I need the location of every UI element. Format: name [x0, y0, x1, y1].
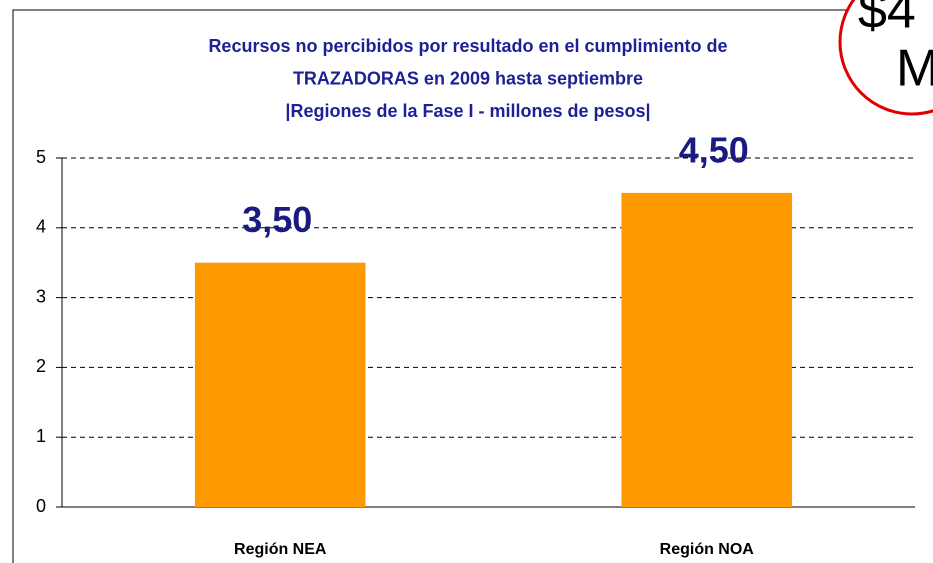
data-label: 4,50	[679, 129, 749, 170]
bar	[621, 192, 793, 507]
y-tick-label: 1	[36, 426, 46, 446]
y-tick-label: 0	[36, 496, 46, 516]
bar	[194, 262, 366, 507]
chart-border	[12, 9, 933, 563]
y-tick-label: 5	[36, 147, 46, 167]
chart-title: |Regiones de la Fase I - millones de pes…	[285, 101, 650, 121]
x-tick-label: Región NEA	[234, 541, 327, 558]
annotation: M	[896, 40, 933, 98]
chart-title: Recursos no percibidos por resultado en …	[208, 36, 727, 56]
y-tick-label: 4	[36, 217, 46, 237]
y-tick-label: 3	[36, 286, 46, 306]
chart-title: TRAZADORAS en 2009 hasta septiembre	[293, 68, 643, 88]
x-tick-label: Región NOA	[660, 541, 755, 558]
y-tick-label: 2	[36, 356, 46, 376]
annotation: $4	[858, 0, 916, 40]
data-label: 3,50	[242, 199, 312, 240]
annotation-circle	[838, 0, 933, 116]
